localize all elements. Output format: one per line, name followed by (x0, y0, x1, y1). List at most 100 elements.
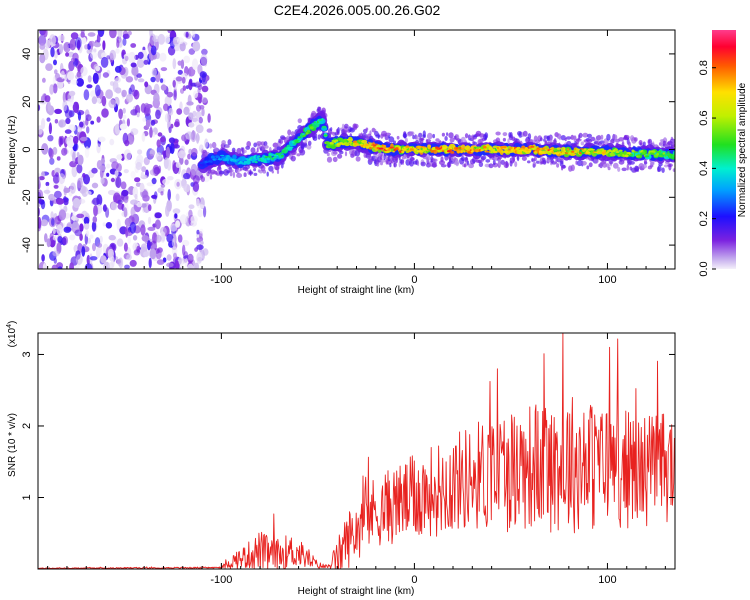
ridge-cell (465, 149, 468, 152)
noise-blob (172, 80, 176, 88)
ridge-halo (617, 166, 621, 172)
noise-blob (195, 124, 204, 134)
noise-blob (58, 44, 64, 54)
noise-blob (183, 172, 191, 180)
ridge-cell (509, 147, 513, 149)
noise-blob (82, 173, 86, 178)
ridge-halo (232, 171, 236, 179)
noise-blob (56, 224, 63, 235)
ridge-cell (407, 150, 411, 153)
ridge-halo (384, 135, 389, 141)
noise-blob (38, 34, 47, 46)
ridge-cell (296, 139, 300, 142)
noise-blob (137, 51, 144, 60)
noise-blob (124, 264, 130, 269)
noise-blob (141, 166, 147, 173)
ridge-halo (396, 135, 400, 140)
ridge-cell (436, 147, 440, 151)
ridge-cell (647, 153, 650, 156)
ridge-cell (427, 146, 431, 150)
noise-blob (160, 191, 164, 196)
ridge-cell (571, 150, 575, 153)
ridge-halo (229, 171, 233, 177)
ridge-halo (262, 169, 267, 174)
ridge-halo (475, 159, 481, 163)
noise-blob (166, 262, 174, 268)
ridge-cell (667, 151, 670, 154)
ridge-cell (315, 122, 318, 125)
ridge-halo (588, 162, 593, 168)
noise-blob (79, 223, 84, 232)
x-tick-label: 100 (598, 574, 616, 586)
noise-blob (54, 69, 58, 75)
ridge-halo (549, 135, 553, 143)
noise-blob (114, 65, 122, 73)
ridge-halo (253, 168, 257, 172)
ridge-halo (299, 149, 306, 156)
ridge-halo (573, 135, 577, 143)
noise-blob (152, 232, 158, 244)
noise-blob (196, 244, 204, 250)
noise-blob (90, 120, 95, 125)
ridge-cell (506, 151, 509, 154)
ridge-halo (287, 129, 292, 136)
ridge-cell (329, 141, 334, 145)
noise-blob (149, 248, 157, 260)
ridge-cell (415, 146, 418, 149)
noise-blob (38, 176, 45, 181)
noise-blob (90, 90, 97, 98)
ridge-halo (532, 161, 537, 168)
ridge-cell (389, 146, 395, 149)
noise-blob (63, 198, 69, 206)
ridge-cell (466, 146, 470, 150)
colorbar-ticks: 0.0 0.2 0.4 0.6 0.8 (698, 60, 716, 277)
ridge-halo (473, 141, 477, 146)
ridge-halo (317, 134, 321, 140)
ridge-cell (649, 152, 654, 155)
spectrogram-xlabel: Height of straight line (km) (298, 285, 415, 296)
ridge-halo (613, 162, 619, 169)
ridge-cell (401, 150, 405, 154)
noise-blob (188, 204, 195, 209)
noise-blob (173, 90, 177, 101)
ridge-cell (530, 145, 535, 148)
noise-blob (174, 213, 178, 219)
noise-blob (163, 103, 169, 112)
ridge-halo (600, 134, 604, 140)
ridge-halo (556, 163, 560, 168)
ridge-halo (432, 133, 436, 139)
noise-blob (122, 37, 127, 46)
noise-blob (38, 189, 44, 200)
noise-blob (123, 149, 132, 161)
noise-blob (125, 195, 129, 200)
noise-blob (76, 78, 84, 87)
ridge-cell (577, 148, 581, 151)
noise-blob (117, 30, 123, 38)
noise-blob (168, 126, 172, 134)
ridge-cell (664, 153, 670, 156)
snr-exponent-power: 4 (6, 324, 13, 328)
ridge-cell (614, 148, 618, 151)
noise-blob (190, 215, 198, 224)
noise-blob (130, 109, 138, 116)
noise-blob (61, 147, 68, 156)
ridge-cell (526, 149, 530, 152)
noise-blob (102, 204, 107, 212)
noise-blob (105, 222, 113, 229)
ridge-halo (649, 164, 654, 168)
noise-blob (187, 153, 191, 160)
ridge-halo (587, 133, 592, 138)
noise-blob (143, 202, 151, 214)
ridge-cell (657, 150, 662, 153)
noise-blob (199, 228, 204, 234)
noise-blob (159, 52, 167, 62)
noise-blob (141, 235, 149, 242)
noise-blob (41, 254, 45, 262)
noise-blob (101, 95, 107, 107)
noise-blob (174, 178, 182, 190)
ridge-halo (439, 160, 445, 166)
noise-blob (70, 79, 78, 85)
snr-ticks: -100 0 100 1 2 3 (21, 333, 675, 586)
noise-blob (134, 193, 138, 200)
noise-blob (150, 45, 157, 56)
